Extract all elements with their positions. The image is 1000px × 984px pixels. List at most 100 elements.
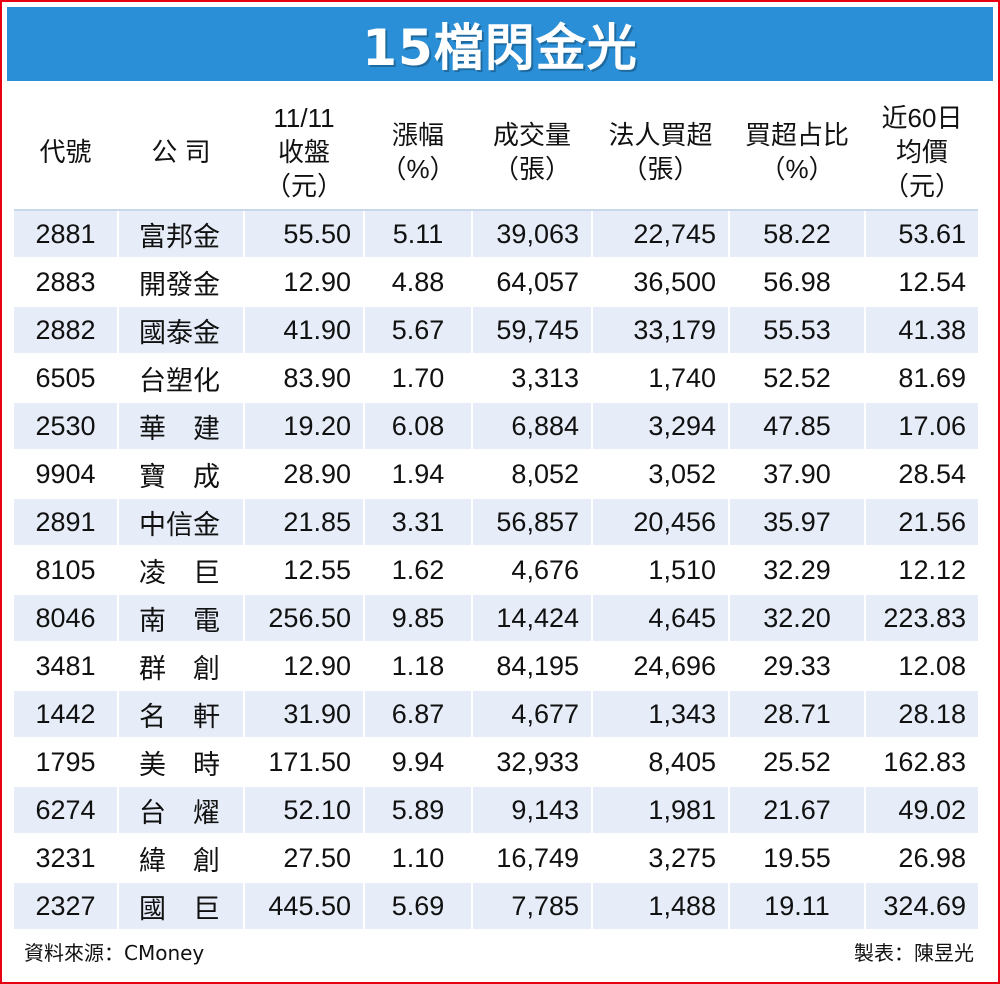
net-buy-cell: 1,981 — [592, 785, 730, 834]
avg-price-60d-cell: 53.61 — [865, 209, 978, 258]
company-name-cell: 台 燿 — [118, 785, 245, 834]
close-price-cell: 55.50 — [244, 209, 365, 258]
change-pct-cell: 4.88 — [364, 257, 473, 306]
table-row: 6274 台 燿 52.10 5.89 9,143 1,981 21.67 49.02 — [14, 785, 978, 834]
header-row: 代號公 司 11/11 收盤 （元） 漲幅 （%） 成交量 （張） 法人買超 （張） 買超… — [14, 95, 978, 211]
company-name-cell: 名 軒 — [118, 689, 245, 738]
close-price-cell: 21.85 — [244, 497, 365, 546]
avg-price-60d-cell: 41.38 — [865, 305, 978, 354]
table-wrapper: 代號公 司 11/11 收盤 （元） 漲幅 （%） 成交量 （張） 法人買超 （張） 買超… — [14, 95, 978, 929]
avg-price-60d-cell: 49.02 — [865, 785, 978, 834]
stock-code-cell: 2327 — [14, 881, 119, 929]
avg-price-60d-cell: 26.98 — [865, 833, 978, 882]
stock-code-cell: 9904 — [14, 449, 119, 498]
net-buy-cell: 36,500 — [592, 257, 730, 306]
net-buy-ratio-cell: 19.11 — [729, 881, 866, 929]
change-pct-cell: 5.89 — [364, 785, 473, 834]
close-price-cell: 28.90 — [244, 449, 365, 498]
close-price-cell: 52.10 — [244, 785, 365, 834]
table-row: 8105 凌 巨 12.55 1.62 4,676 1,510 32.29 12.12 — [14, 545, 978, 594]
volume-cell: 4,677 — [472, 689, 593, 738]
table-row: 2882 國泰金 41.90 5.67 59,745 33,179 55.53 41.38 — [14, 305, 978, 354]
avg-price-60d-cell: 28.18 — [865, 689, 978, 738]
net-buy-ratio-cell: 58.22 — [729, 209, 866, 258]
company-name-cell: 台塑化 — [118, 353, 245, 402]
change-pct-cell: 1.70 — [364, 353, 473, 402]
table-header: 代號公 司 11/11 收盤 （元） 漲幅 （%） 成交量 （張） 法人買超 （張） 買超… — [14, 95, 978, 211]
close-price-cell: 27.50 — [244, 833, 365, 882]
stock-table: 代號公 司 11/11 收盤 （元） 漲幅 （%） 成交量 （張） 法人買超 （張） 買超… — [14, 95, 978, 929]
stock-code-cell: 3481 — [14, 641, 119, 690]
change-pct-cell: 1.62 — [364, 545, 473, 594]
change-pct-cell: 1.10 — [364, 833, 473, 882]
footer: 資料來源：CMoney 製表：陳昱光 — [24, 935, 974, 967]
close-price-cell: 19.20 — [244, 401, 365, 450]
net-buy-ratio-cell: 19.55 — [729, 833, 866, 882]
stock-code-cell: 2530 — [14, 401, 119, 450]
column-header: 法人買超 （張） — [592, 95, 730, 211]
table-body: 2881 富邦金 55.50 5.11 39,063 22,745 58.22 53.61 28… — [14, 209, 978, 929]
page-title: 15檔閃金光 — [362, 19, 638, 77]
column-header: 成交量 （張） — [472, 95, 593, 211]
stock-code-cell: 2891 — [14, 497, 119, 546]
volume-cell: 14,424 — [472, 593, 593, 642]
volume-cell: 3,313 — [472, 353, 593, 402]
table-row: 2530 華 建 19.20 6.08 6,884 3,294 47.85 17.06 — [14, 401, 978, 450]
column-header: 買超占比 （%） — [729, 95, 866, 211]
avg-price-60d-cell: 81.69 — [865, 353, 978, 402]
stock-code-cell: 3231 — [14, 833, 119, 882]
volume-cell: 39,063 — [472, 209, 593, 258]
net-buy-ratio-cell: 32.29 — [729, 545, 866, 594]
net-buy-cell: 3,275 — [592, 833, 730, 882]
company-name-cell: 國 巨 — [118, 881, 245, 929]
stock-code-cell: 8046 — [14, 593, 119, 642]
change-pct-cell: 1.18 — [364, 641, 473, 690]
volume-cell: 56,857 — [472, 497, 593, 546]
table-row: 2327 國 巨 445.50 5.69 7,785 1,488 19.11 324.69 — [14, 881, 978, 929]
change-pct-cell: 6.08 — [364, 401, 473, 450]
table-row: 8046 南 電 256.50 9.85 14,424 4,645 32.20 223.83 — [14, 593, 978, 642]
stock-code-cell: 6274 — [14, 785, 119, 834]
net-buy-cell: 8,405 — [592, 737, 730, 786]
table-row: 9904 寶 成 28.90 1.94 8,052 3,052 37.90 28.54 — [14, 449, 978, 498]
volume-cell: 6,884 — [472, 401, 593, 450]
table-row: 1795 美 時 171.50 9.94 32,933 8,405 25.52 162.83 — [14, 737, 978, 786]
stock-code-cell: 8105 — [14, 545, 119, 594]
avg-price-60d-cell: 28.54 — [865, 449, 978, 498]
close-price-cell: 12.55 — [244, 545, 365, 594]
company-name-cell: 凌 巨 — [118, 545, 245, 594]
change-pct-cell: 6.87 — [364, 689, 473, 738]
net-buy-cell: 33,179 — [592, 305, 730, 354]
avg-price-60d-cell: 12.08 — [865, 641, 978, 690]
volume-cell: 64,057 — [472, 257, 593, 306]
company-name-cell: 緯 創 — [118, 833, 245, 882]
avg-price-60d-cell: 21.56 — [865, 497, 978, 546]
table-row: 6505 台塑化 83.90 1.70 3,313 1,740 52.52 81.69 — [14, 353, 978, 402]
stock-code-cell: 2882 — [14, 305, 119, 354]
net-buy-ratio-cell: 52.52 — [729, 353, 866, 402]
net-buy-cell: 4,645 — [592, 593, 730, 642]
volume-cell: 9,143 — [472, 785, 593, 834]
net-buy-cell: 24,696 — [592, 641, 730, 690]
company-name-cell: 美 時 — [118, 737, 245, 786]
volume-cell: 16,749 — [472, 833, 593, 882]
net-buy-ratio-cell: 47.85 — [729, 401, 866, 450]
volume-cell: 32,933 — [472, 737, 593, 786]
column-header: 漲幅 （%） — [364, 95, 473, 211]
net-buy-ratio-cell: 55.53 — [729, 305, 866, 354]
change-pct-cell: 5.67 — [364, 305, 473, 354]
net-buy-cell: 3,052 — [592, 449, 730, 498]
table-row: 2883 開發金 12.90 4.88 64,057 36,500 56.98 12.54 — [14, 257, 978, 306]
net-buy-ratio-cell: 35.97 — [729, 497, 866, 546]
table-row: 3481 群 創 12.90 1.18 84,195 24,696 29.33 12.08 — [14, 641, 978, 690]
net-buy-ratio-cell: 21.67 — [729, 785, 866, 834]
company-name-cell: 寶 成 — [118, 449, 245, 498]
company-name-cell: 中信金 — [118, 497, 245, 546]
volume-cell: 8,052 — [472, 449, 593, 498]
volume-cell: 84,195 — [472, 641, 593, 690]
column-header: 近60日 均價 （元） — [865, 95, 978, 211]
table-row: 2881 富邦金 55.50 5.11 39,063 22,745 58.22 53.61 — [14, 209, 978, 258]
change-pct-cell: 1.94 — [364, 449, 473, 498]
avg-price-60d-cell: 324.69 — [865, 881, 978, 929]
close-price-cell: 83.90 — [244, 353, 365, 402]
